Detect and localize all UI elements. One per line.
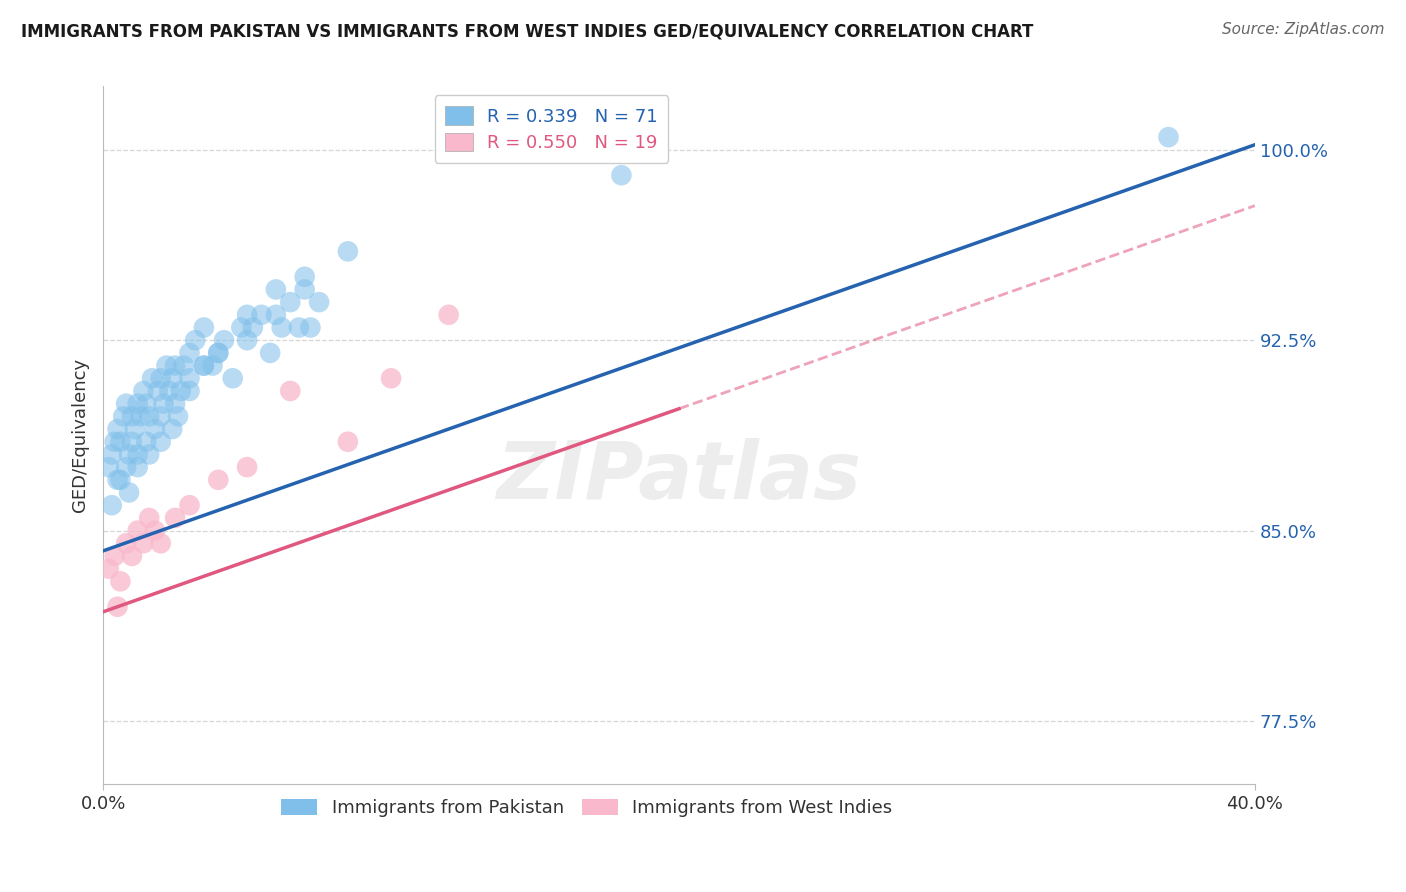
Point (127, 460, 149, 475)
Point (112, 409, 135, 424)
Point (250, 308, 273, 322)
Point (160, 371, 183, 385)
Point (100, 498, 122, 512)
Point (160, 422, 183, 436)
Point (149, 536, 172, 550)
Point (212, 333, 235, 347)
Point (104, 434, 127, 449)
Point (173, 359, 195, 373)
Point (294, 269, 316, 284)
Y-axis label: GED/Equivalency: GED/Equivalency (72, 359, 89, 513)
Legend: Immigrants from Pakistan, Immigrants from West Indies: Immigrants from Pakistan, Immigrants fro… (274, 791, 900, 824)
Point (97, 460, 120, 475)
Point (143, 422, 166, 436)
Point (236, 333, 259, 347)
Point (138, 511, 160, 525)
Point (207, 346, 229, 360)
Point (127, 397, 149, 411)
Point (121, 434, 143, 449)
Point (155, 359, 177, 373)
Point (270, 320, 292, 334)
Point (380, 371, 402, 385)
Point (135, 397, 157, 411)
Point (184, 333, 207, 347)
Point (132, 536, 155, 550)
Point (610, 168, 633, 182)
Point (138, 409, 160, 424)
Point (107, 599, 129, 614)
Point (132, 384, 155, 398)
Point (124, 422, 146, 436)
Point (207, 346, 229, 360)
Point (222, 371, 245, 385)
Point (146, 384, 169, 398)
Point (115, 397, 138, 411)
Point (278, 384, 301, 398)
Point (242, 320, 264, 334)
Point (299, 320, 322, 334)
Point (193, 359, 215, 373)
Point (118, 485, 141, 500)
Point (135, 434, 157, 449)
Point (288, 320, 311, 334)
Point (165, 511, 187, 525)
Point (107, 422, 129, 436)
Point (157, 384, 180, 398)
Point (193, 359, 215, 373)
Point (143, 524, 166, 538)
Point (236, 308, 259, 322)
Point (231, 320, 253, 334)
Point (167, 409, 190, 424)
Point (127, 447, 149, 461)
Point (97, 562, 120, 576)
Point (115, 536, 138, 550)
Text: Source: ZipAtlas.com: Source: ZipAtlas.com (1222, 22, 1385, 37)
Point (121, 409, 143, 424)
Point (179, 346, 201, 360)
Text: ZIPatlas: ZIPatlas (496, 438, 862, 516)
Point (308, 295, 330, 310)
Point (138, 447, 160, 461)
Point (336, 244, 359, 259)
Point (110, 473, 132, 487)
Text: IMMIGRANTS FROM PAKISTAN VS IMMIGRANTS FROM WEST INDIES GED/EQUIVALENCY CORRELAT: IMMIGRANTS FROM PAKISTAN VS IMMIGRANTS F… (21, 22, 1033, 40)
Point (264, 282, 287, 296)
Point (259, 346, 281, 360)
Point (129, 409, 152, 424)
Point (170, 384, 193, 398)
Point (179, 384, 201, 398)
Point (149, 371, 172, 385)
Point (179, 371, 201, 385)
Point (127, 524, 149, 538)
Point (149, 434, 172, 449)
Point (152, 397, 174, 411)
Point (193, 320, 215, 334)
Point (294, 282, 316, 296)
Point (207, 473, 229, 487)
Point (107, 473, 129, 487)
Point (141, 371, 163, 385)
Point (104, 549, 127, 563)
Point (115, 460, 138, 475)
Point (179, 498, 201, 512)
Point (165, 359, 187, 373)
Point (149, 409, 172, 424)
Point (201, 359, 224, 373)
Point (336, 434, 359, 449)
Point (1157, 130, 1180, 145)
Point (110, 434, 132, 449)
Point (110, 574, 132, 589)
Point (118, 447, 141, 461)
Point (278, 295, 301, 310)
Point (121, 549, 143, 563)
Point (437, 308, 460, 322)
Point (236, 460, 259, 475)
Point (100, 447, 122, 461)
Point (165, 397, 187, 411)
Point (264, 308, 287, 322)
